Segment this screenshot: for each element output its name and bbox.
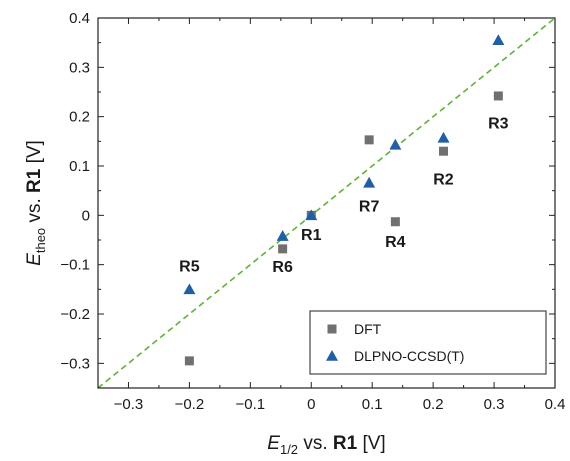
- x-tick-label: −0.3: [114, 396, 144, 413]
- series-dlpno-ccsd-t-: [183, 34, 505, 295]
- axis-title-text: Etheo vs. R1 [V]: [24, 140, 48, 266]
- data-point-square: [390, 217, 400, 227]
- legend: DFT DLPNO-CCSD(T): [309, 310, 547, 375]
- x-axis-title: E1/2 vs. R1 [V]: [267, 433, 385, 457]
- point-label-r6: R6: [272, 259, 293, 276]
- y-tick-label: 0.3: [69, 59, 90, 76]
- point-label-r1: R1: [301, 227, 322, 244]
- y-tick-label: 0.4: [69, 10, 90, 27]
- point-label-r5: R5: [179, 259, 200, 276]
- data-point-triangle: [492, 34, 505, 45]
- y-tick-label: −0.3: [60, 355, 90, 372]
- y-tick-label: −0.1: [60, 257, 90, 274]
- data-point-square: [184, 356, 194, 366]
- x-tick-label: −0.2: [175, 396, 205, 413]
- data-point-triangle: [183, 283, 196, 295]
- x-tick-label: 0: [307, 396, 315, 413]
- x-tick-label: 0.1: [362, 396, 383, 413]
- point-label-r2: R2: [433, 171, 454, 188]
- point-label-r4: R4: [385, 234, 406, 251]
- y-axis-title: Etheo vs. R1 [V]: [24, 140, 48, 266]
- plot-area: −0.3 −0.2 −0.1 0 0.1 0.2 0.3 0.4 −0.3 −0.2 −0.1 0 0.…: [60, 10, 565, 413]
- legend-box: [309, 310, 547, 375]
- plot-frame: [97, 17, 556, 389]
- legend-marker-triangle: [326, 350, 338, 361]
- data-point-triangle: [437, 131, 450, 143]
- y-tick-label: −0.2: [60, 306, 90, 323]
- data-point-square: [438, 146, 448, 156]
- legend-label: DLPNO-CCSD(T): [354, 348, 464, 364]
- data-point-triangle: [305, 209, 318, 221]
- x-tick-label: 0.3: [484, 396, 505, 413]
- point-label-r3: R3: [488, 116, 509, 133]
- data-point-triangle: [389, 138, 402, 150]
- data-point-square: [493, 91, 503, 101]
- x-tick-label: 0.2: [423, 396, 444, 413]
- y-tick-label: 0: [82, 207, 90, 224]
- axis-title-text: E1/2 vs. R1 [V]: [267, 433, 385, 457]
- x-tick-label: 0.4: [545, 396, 566, 413]
- legend-marker-square: [327, 324, 337, 334]
- point-label-r7: R7: [359, 198, 380, 215]
- y-tick-label: 0.1: [69, 158, 90, 175]
- x-tick-label: −0.1: [236, 396, 266, 413]
- data-point-triangle: [276, 230, 289, 241]
- data-point-triangle: [363, 176, 376, 188]
- data-point-square: [278, 244, 288, 254]
- legend-label: DFT: [354, 321, 382, 337]
- data-point-square: [364, 135, 374, 145]
- diagonal-reference-line: [98, 18, 555, 388]
- y-tick-label: 0.2: [69, 109, 90, 126]
